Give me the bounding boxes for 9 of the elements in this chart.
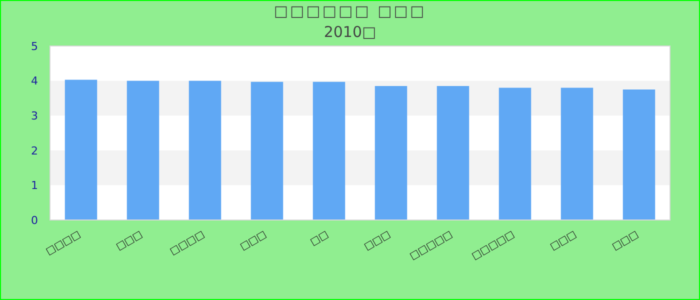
y-tick-label: 1 [31,179,38,192]
y-tick-label: 4 [31,74,38,88]
chart-title: □□□□□□ □□□ [274,2,426,20]
y-tick-label: 3 [31,109,38,122]
y-tick-label: 2 [31,144,38,158]
y-tick-label: 5 [31,40,38,53]
chart-subtitle: 2010□ [324,23,376,41]
y-tick-label: 0 [31,214,38,227]
x-tick-label: □□ [308,229,330,248]
